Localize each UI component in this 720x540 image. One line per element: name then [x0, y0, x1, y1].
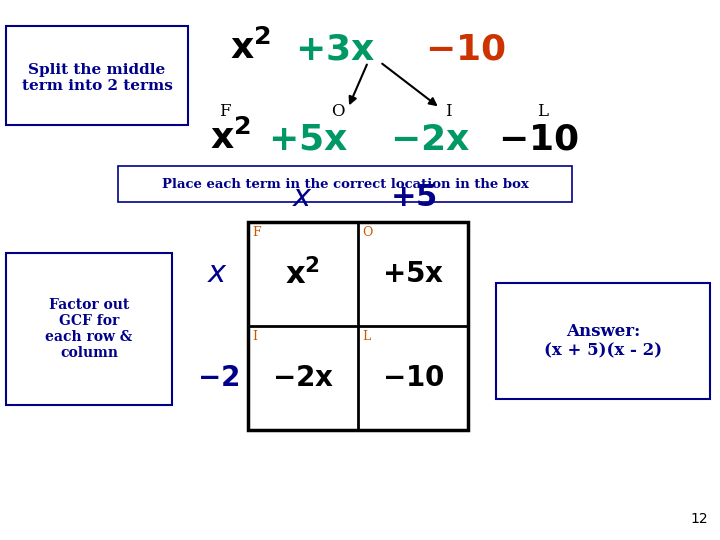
Text: $\bf{+ 3x}$: $\bf{+ 3x}$ [295, 33, 375, 67]
Text: $\mathbf{x^2}$: $\mathbf{x^2}$ [285, 258, 320, 291]
Text: $\mathit{x}$: $\mathit{x}$ [207, 260, 228, 288]
Text: Place each term in the correct location in the box: Place each term in the correct location … [161, 178, 528, 191]
Text: $\mathbf{- 10}$: $\mathbf{- 10}$ [382, 364, 444, 392]
Text: $\mathbf{+5}$: $\mathbf{+5}$ [390, 183, 436, 212]
Text: Factor out
GCF for
each row &
column: Factor out GCF for each row & column [45, 298, 132, 360]
Text: $\bf{- 10}$: $\bf{- 10}$ [498, 123, 579, 157]
Text: I: I [252, 330, 257, 343]
Text: F: F [219, 104, 231, 120]
Text: $\bf{- 10}$: $\bf{- 10}$ [425, 33, 505, 67]
Text: F: F [252, 226, 261, 239]
Text: $\mathit{x}$: $\mathit{x}$ [292, 183, 313, 212]
FancyBboxPatch shape [118, 166, 572, 202]
Bar [248, 222, 468, 430]
Text: $\bf{- 2x}$: $\bf{- 2x}$ [390, 123, 470, 157]
Text: I: I [445, 104, 451, 120]
Text: Split the middle
term into 2 terms: Split the middle term into 2 terms [22, 63, 172, 93]
Text: $\mathbf{+ 5x}$: $\mathbf{+ 5x}$ [382, 260, 444, 288]
Text: $\mathbf{x^2}$: $\mathbf{x^2}$ [230, 30, 271, 66]
Text: Answer:
(x + 5)(x - 2): Answer: (x + 5)(x - 2) [544, 323, 662, 359]
Text: 12: 12 [690, 512, 708, 526]
FancyBboxPatch shape [6, 253, 172, 405]
FancyBboxPatch shape [6, 26, 188, 125]
Text: O: O [331, 104, 345, 120]
Text: L: L [538, 104, 549, 120]
FancyBboxPatch shape [496, 283, 710, 399]
Text: O: O [362, 226, 372, 239]
Text: $\mathbf{x^2}$: $\mathbf{x^2}$ [210, 120, 251, 156]
Text: $\mathbf{- 2x}$: $\mathbf{- 2x}$ [272, 364, 334, 392]
Text: L: L [362, 330, 370, 343]
Text: $\mathbf{- 2}$: $\mathbf{- 2}$ [197, 364, 239, 392]
Text: $\bf{+ 5x}$: $\bf{+ 5x}$ [268, 123, 348, 157]
